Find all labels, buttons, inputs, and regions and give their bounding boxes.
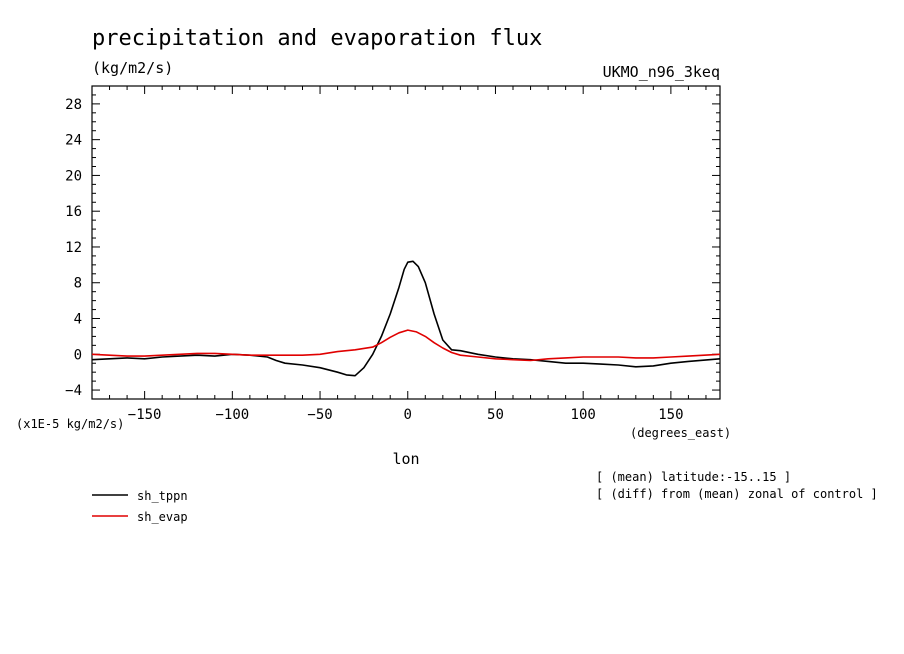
x-units-label: (degrees_east) [630,426,731,440]
series-lines [91,260,721,377]
y-tick-label: 8 [74,276,82,292]
chart-title: precipitation and evaporation flux [92,26,542,51]
y-tick-label: −4 [65,383,82,399]
legend: sh_tppn sh_evap [92,489,188,524]
legend-label-sh_tppn: sh_tppn [137,489,188,503]
x-tick-label: −150 [128,407,162,423]
x-tick-label: 50 [487,407,504,423]
x-tick-label: 100 [571,407,596,423]
model-name: UKMO_n96_3keq [603,63,720,81]
annotations: [ (mean) latitude:-15..15 ] [ (diff) fro… [596,470,878,501]
chart-units: (kg/m2/s) [92,59,173,77]
y-tick-label: 16 [65,204,82,220]
y-tick-label: 20 [65,168,82,184]
series-line-sh_tppn [91,260,721,377]
annotation-diff: [ (diff) from (mean) zonal of control ] [596,487,878,501]
plot-frame [91,85,721,400]
x-axis-label: lon [392,450,419,468]
y-tick-label: 4 [74,312,82,328]
x-tick-label: 150 [658,407,683,423]
x-axis: −150 −100 −50 0 50 100 150 [91,86,707,423]
y-tick-label: 24 [65,133,82,149]
y-tick-label: 28 [65,97,82,113]
x-tick-label: 0 [404,407,412,423]
legend-label-sh_evap: sh_evap [137,510,188,524]
y-scale-label: (x1E-5 kg/m2/s) [16,417,124,431]
y-axis: −4 0 4 8 12 16 20 24 28 [65,85,720,400]
x-tick-label: −100 [215,407,249,423]
plot-area [91,85,721,400]
x-tick-label: −50 [307,407,332,423]
series-line-sh_evap [91,329,721,362]
y-tick-label: 12 [65,240,82,256]
y-tick-label: 0 [74,347,82,363]
annotation-latitude: [ (mean) latitude:-15..15 ] [596,470,791,484]
